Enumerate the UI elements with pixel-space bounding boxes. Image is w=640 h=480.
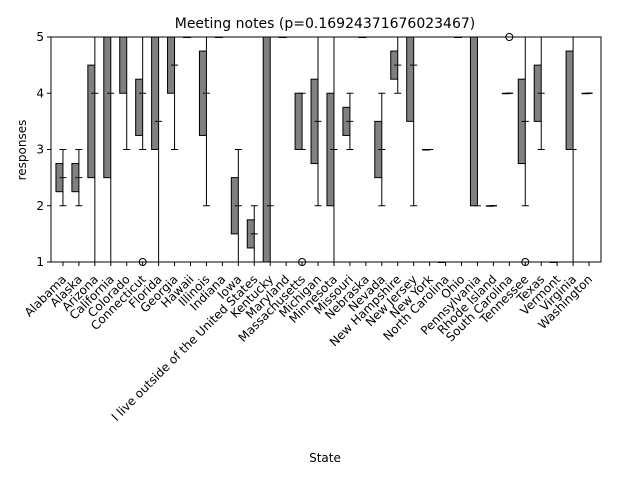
box-group: [342, 92, 354, 150]
plot-area: [50, 33, 602, 266]
box: [87, 64, 96, 179]
box: [406, 36, 415, 122]
box-group: [390, 36, 402, 94]
box-group: [581, 92, 593, 95]
box-group: [310, 36, 322, 207]
box: [151, 36, 160, 150]
box-group: [71, 149, 83, 207]
box-group: [246, 205, 258, 263]
box-group: [485, 205, 497, 207]
box-group: [374, 92, 386, 207]
y-tick-label: 5: [36, 30, 44, 44]
y-tick-label: 4: [36, 86, 44, 100]
y-tick-label: 2: [36, 199, 44, 213]
box-group: [230, 149, 242, 263]
box: [262, 36, 271, 263]
box: [469, 36, 478, 207]
box: [565, 50, 574, 150]
y-axis: 1 2 3 4 5: [36, 30, 51, 269]
box: [294, 92, 303, 150]
x-axis-label: State: [309, 451, 341, 465]
box-group: [198, 36, 210, 207]
x-axis: AlabamaAlaskaArizonaCaliforniaColoradoCo…: [22, 262, 595, 424]
y-axis-label: responses: [15, 120, 29, 181]
box: [103, 36, 112, 179]
y-tick-label: 3: [36, 143, 44, 157]
box: [135, 78, 144, 136]
box-group: [326, 36, 338, 263]
box-group: [422, 149, 434, 151]
y-tick-label: 1: [36, 255, 44, 269]
box: [119, 36, 128, 94]
chart-title: Meeting notes (p=0.16924371676023467): [175, 16, 476, 32]
box-group: [135, 36, 147, 266]
box-group: [55, 149, 67, 207]
